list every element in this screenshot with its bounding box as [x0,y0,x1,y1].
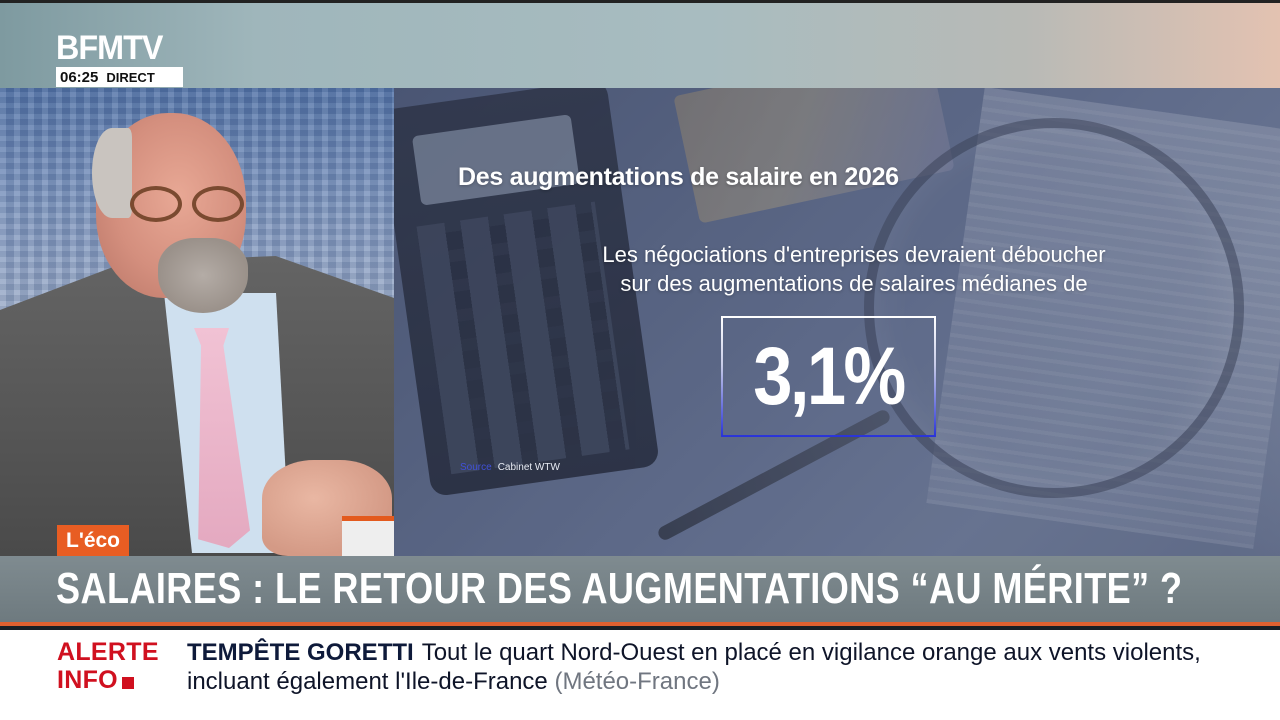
ticker-text: TEMPÊTE GORETTI Tout le quart Nord-Ouest … [187,638,1247,696]
infographic-panel: Des augmentations de salaire en 2026 Les… [394,88,1280,556]
alert-label: ALERTE [57,638,159,666]
headline-bar: SALAIRES : LE RETOUR DES AUGMENTATIONS “… [0,556,1280,626]
segment-tag: L'éco [57,525,130,556]
top-banner [0,0,1280,88]
channel-logo: BFMTV 06:25 DIRECT [56,29,183,87]
mug [342,516,394,556]
alert-info-badge: ALERTE INFO [57,638,159,694]
presenter-beard [158,238,248,313]
presenter-hair [92,128,132,218]
live-label: DIRECT [106,69,155,85]
ticker-source: (Météo-France) [554,668,720,695]
infographic-title: Des augmentations de salaire en 2026 [458,163,899,191]
news-ticker: ALERTE INFO TEMPÊTE GORETTI Tout le quart… [0,630,1280,720]
percent-value: 3,1% [753,330,906,422]
info-label: INFO [57,666,118,694]
source-label: Source [460,462,492,473]
clock-time: 06:25 [60,68,99,86]
square-icon [121,677,134,689]
live-clock: 06:25 DIRECT [56,67,183,87]
ticker-headline: TEMPÊTE GORETTI [187,639,414,666]
subtitle-line-1: Les négociations d'entreprises devraient… [602,242,1106,267]
ticker-body: Tout le quart Nord-Ouest en placé en vig… [187,639,1201,695]
value-box: 3,1% [721,316,936,437]
headline-text: SALAIRES : LE RETOUR DES AUGMENTATIONS “… [56,564,1183,613]
infographic-subtitle: Les négociations d'entreprises devraient… [454,240,1254,298]
source-credit: Source Cabinet WTW [460,462,560,473]
logo-text: BFMTV [56,29,163,67]
magnifier-icon [864,118,1244,498]
source-value: Cabinet WTW [497,462,560,473]
presenter-video [0,88,394,556]
subtitle-line-2: sur des augmentations de salaires médian… [620,271,1088,296]
glasses-icon [108,184,244,224]
